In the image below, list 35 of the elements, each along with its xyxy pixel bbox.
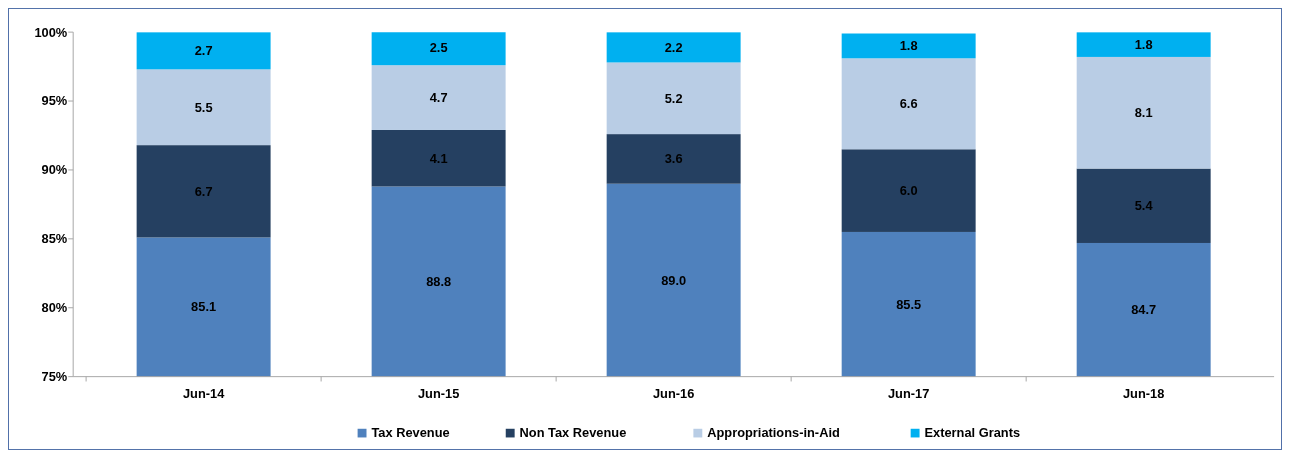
data-label: 4.7: [429, 91, 448, 105]
data-label: 4.1: [429, 151, 448, 166]
data-label: 6.6: [899, 97, 918, 112]
data-label: 1.8: [899, 39, 918, 54]
y-tick-label: 95%: [41, 94, 68, 109]
data-label: 5.5: [194, 100, 213, 115]
y-tick-label: 90%: [41, 163, 68, 178]
legend-label: Non Tax Revenue: [519, 426, 627, 441]
data-label: 8.1: [1134, 106, 1153, 121]
data-label: 85.5: [896, 297, 922, 312]
data-label: 6.0: [899, 184, 918, 198]
data-label: 3.6: [664, 152, 683, 167]
data-label: 2.2: [664, 40, 683, 55]
data-label: 5.2: [664, 91, 683, 106]
legend-label: External Grants: [924, 426, 1021, 441]
x-tick-label: Jun-16: [652, 387, 695, 401]
y-tick-label: 75%: [41, 370, 68, 385]
data-label: 6.7: [194, 184, 213, 199]
data-label: 88.8: [426, 275, 452, 289]
legend-label: Tax Revenue: [371, 426, 450, 441]
x-tick-label: Jun-15: [417, 387, 460, 401]
data-label: 84.7: [1131, 303, 1157, 318]
x-tick-label: Jun-17: [887, 387, 930, 401]
x-tick-label: Jun-14: [182, 387, 225, 401]
data-label: 2.7: [194, 44, 213, 59]
data-label: 5.4: [1134, 199, 1153, 214]
y-tick-label: 85%: [41, 232, 68, 247]
y-tick-label: 100%: [34, 25, 68, 40]
data-label: 1.8: [1134, 38, 1153, 52]
data-label: 85.1: [191, 300, 217, 315]
data-label: 89.0: [661, 273, 687, 288]
legend-label: Appropriations-in-Aid: [707, 426, 840, 441]
y-tick-label: 80%: [41, 301, 68, 316]
data-label: 2.5: [429, 41, 448, 56]
x-tick-label: Jun-18: [1122, 387, 1165, 401]
